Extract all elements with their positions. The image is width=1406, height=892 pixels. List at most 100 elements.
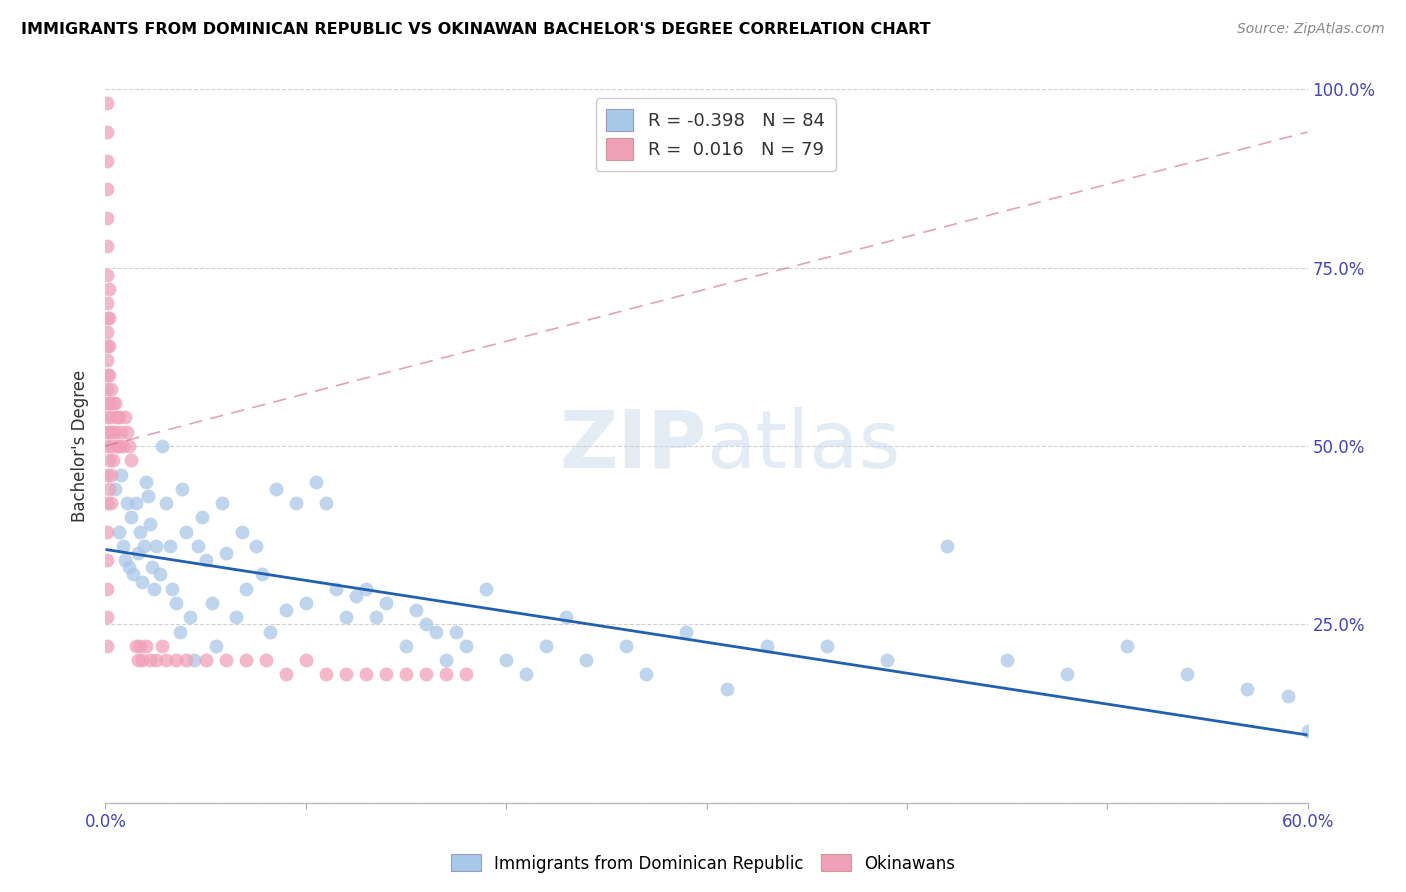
Point — [117, 425, 139, 439]
Point — [96, 496, 118, 510]
Point — [110, 425, 132, 439]
Point — [475, 582, 498, 596]
Point — [636, 667, 658, 681]
Point — [96, 211, 118, 225]
Point — [616, 639, 638, 653]
Point — [132, 539, 155, 553]
Point — [190, 510, 212, 524]
Point — [124, 496, 146, 510]
Point — [131, 574, 153, 589]
Point — [204, 639, 226, 653]
Point — [103, 425, 125, 439]
Point — [254, 653, 277, 667]
Point — [96, 382, 118, 396]
Point — [96, 339, 118, 353]
Point — [235, 582, 257, 596]
Point — [415, 667, 437, 681]
Point — [259, 624, 281, 639]
Text: ZIP: ZIP — [560, 407, 707, 485]
Point — [96, 610, 118, 624]
Point — [98, 282, 121, 296]
Point — [1277, 689, 1299, 703]
Point — [96, 296, 118, 310]
Point — [98, 396, 121, 410]
Point — [1296, 724, 1319, 739]
Point — [96, 96, 118, 111]
Point — [995, 653, 1018, 667]
Point — [96, 639, 118, 653]
Point — [96, 582, 118, 596]
Point — [274, 667, 297, 681]
Point — [515, 667, 537, 681]
Point — [395, 639, 418, 653]
Point — [174, 653, 197, 667]
Point — [231, 524, 253, 539]
Point — [194, 553, 217, 567]
Point — [295, 596, 318, 610]
Point — [454, 667, 477, 681]
Point — [96, 325, 118, 339]
Point — [454, 639, 477, 653]
Point — [187, 539, 209, 553]
Point — [214, 653, 236, 667]
Point — [107, 410, 129, 425]
Point — [354, 582, 377, 596]
Point — [374, 596, 398, 610]
Point — [159, 539, 181, 553]
Point — [284, 496, 307, 510]
Text: Source: ZipAtlas.com: Source: ZipAtlas.com — [1237, 22, 1385, 37]
Point — [136, 489, 159, 503]
Point — [325, 582, 347, 596]
Point — [138, 653, 160, 667]
Point — [165, 653, 187, 667]
Point — [264, 482, 287, 496]
Point — [128, 524, 150, 539]
Point — [364, 610, 387, 624]
Point — [131, 653, 153, 667]
Point — [96, 353, 118, 368]
Point — [1177, 667, 1199, 681]
Point — [127, 546, 149, 560]
Point — [98, 453, 121, 467]
Point — [117, 496, 139, 510]
Point — [555, 610, 578, 624]
Point — [96, 553, 118, 567]
Point — [315, 667, 337, 681]
Point — [96, 439, 118, 453]
Point — [98, 339, 121, 353]
Point — [174, 524, 197, 539]
Point — [107, 439, 129, 453]
Point — [114, 553, 136, 567]
Point — [250, 567, 273, 582]
Point — [716, 681, 738, 696]
Point — [534, 639, 557, 653]
Y-axis label: Bachelor's Degree: Bachelor's Degree — [72, 370, 90, 522]
Point — [160, 582, 183, 596]
Point — [169, 624, 191, 639]
Point — [201, 596, 224, 610]
Point — [98, 368, 121, 382]
Point — [425, 624, 447, 639]
Point — [100, 439, 122, 453]
Point — [225, 610, 247, 624]
Point — [103, 453, 125, 467]
Point — [98, 482, 121, 496]
Point — [495, 653, 517, 667]
Point — [170, 482, 193, 496]
Point — [100, 467, 122, 482]
Point — [295, 653, 318, 667]
Point — [150, 639, 173, 653]
Point — [96, 368, 118, 382]
Point — [211, 496, 233, 510]
Point — [100, 496, 122, 510]
Point — [100, 410, 122, 425]
Point — [96, 524, 118, 539]
Point — [315, 496, 337, 510]
Point — [675, 624, 697, 639]
Point — [138, 517, 160, 532]
Point — [96, 182, 118, 196]
Point — [121, 453, 143, 467]
Point — [96, 410, 118, 425]
Point — [121, 510, 143, 524]
Point — [434, 667, 457, 681]
